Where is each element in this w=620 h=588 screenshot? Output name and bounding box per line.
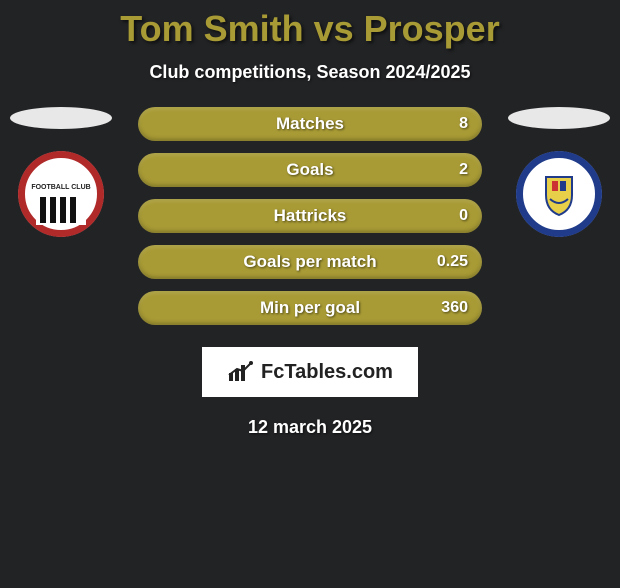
svg-text:FOOTBALL CLUB: FOOTBALL CLUB [31, 184, 90, 191]
left-player-ellipse [10, 107, 112, 129]
stat-bar-matches: Matches 8 [138, 107, 482, 141]
svg-text:BATH CITY: BATH CITY [37, 165, 84, 175]
stat-label: Hattricks [274, 206, 347, 226]
chart-icon [227, 361, 255, 383]
source-logo: FcTables.com [202, 347, 418, 397]
stat-value: 0 [459, 207, 468, 225]
stat-label: Matches [276, 114, 344, 134]
stat-value: 8 [459, 115, 468, 133]
left-team-crest: BATH CITY FOOTBALL CLUB [18, 151, 104, 237]
stat-bar-min-per-goal: Min per goal 360 [138, 291, 482, 325]
bath-city-crest-icon: BATH CITY FOOTBALL CLUB [18, 151, 104, 237]
source-label: FcTables.com [261, 361, 393, 384]
stat-bar-hattricks: Hattricks 0 [138, 199, 482, 233]
stat-bar-goals-per-match: Goals per match 0.25 [138, 245, 482, 279]
slough-town-crest-icon [516, 151, 602, 237]
stat-label: Goals [286, 160, 333, 180]
stat-value: 2 [459, 161, 468, 179]
right-team-crest [516, 151, 602, 237]
subtitle: Club competitions, Season 2024/2025 [0, 62, 620, 83]
left-player-column: BATH CITY FOOTBALL CLUB [6, 107, 116, 237]
right-player-ellipse [508, 107, 610, 129]
stat-value: 0.25 [437, 253, 468, 271]
right-player-column [504, 107, 614, 237]
comparison-area: BATH CITY FOOTBALL CLUB Matches 8 Goals … [0, 107, 620, 325]
stat-value: 360 [441, 299, 468, 317]
date-label: 12 march 2025 [0, 417, 620, 438]
stat-bar-goals: Goals 2 [138, 153, 482, 187]
stat-label: Min per goal [260, 298, 360, 318]
page-title: Tom Smith vs Prosper [0, 8, 620, 50]
stats-bars: Matches 8 Goals 2 Hattricks 0 Goals per … [138, 107, 482, 325]
stat-label: Goals per match [243, 252, 376, 272]
